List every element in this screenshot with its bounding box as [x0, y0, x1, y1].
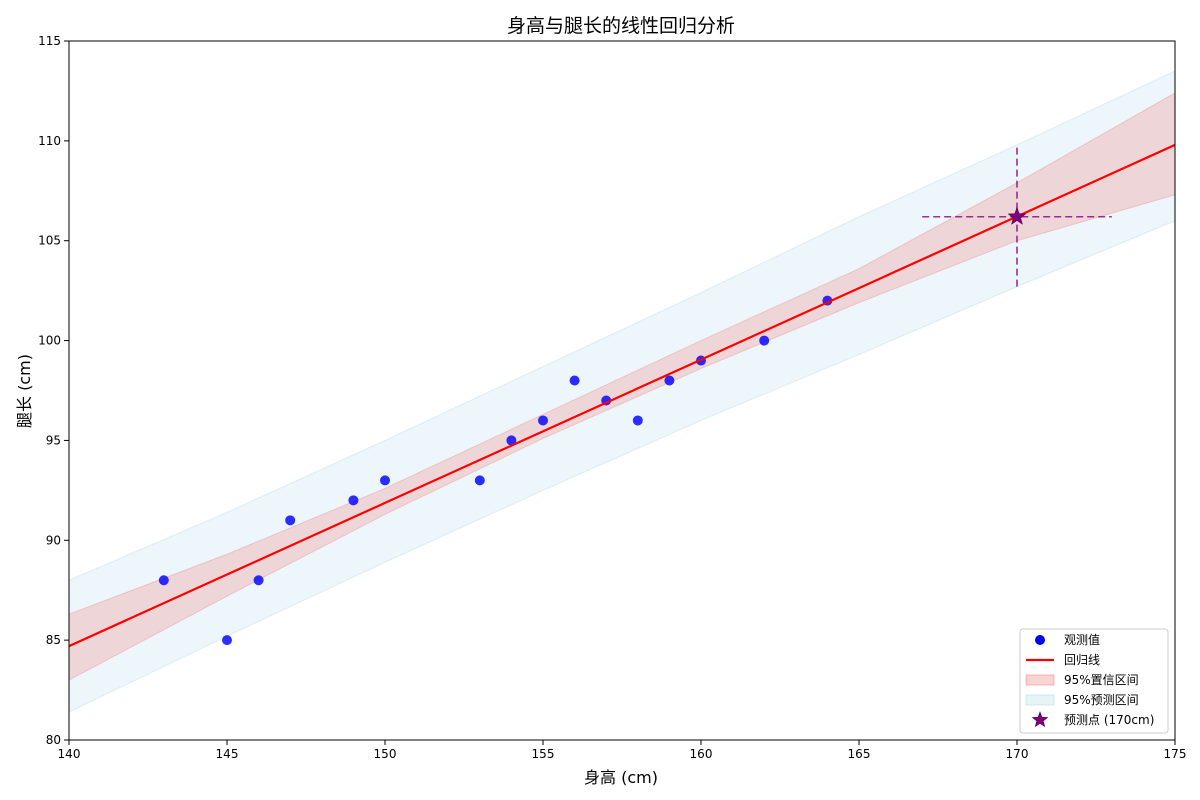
legend-swatch-predicted-point: [1031, 711, 1049, 728]
observed-point: [569, 375, 580, 386]
observed-point: [253, 575, 264, 586]
y-tick-label: 105: [38, 234, 61, 248]
chart-title: 身高与腿长的线性回归分析: [507, 15, 735, 37]
legend-entry-label: 95%置信区间: [1064, 673, 1139, 687]
legend-box: [1019, 628, 1169, 734]
y-tick-label: 100: [38, 334, 61, 348]
x-axis-label: 身高 (cm): [584, 768, 658, 787]
y-tick-label: 85: [46, 633, 61, 647]
observed-point: [632, 415, 643, 426]
y-tick-label: 110: [38, 134, 61, 148]
x-tick-label: 170: [1006, 747, 1029, 761]
x-tick-label: 155: [532, 747, 555, 761]
legend-swatch-observed: [1035, 635, 1045, 645]
y-axis-label: 腿长 (cm): [15, 354, 34, 428]
observed-point: [285, 515, 296, 526]
observed-point: [506, 435, 517, 446]
legend-entry-label: 回归线: [1064, 653, 1100, 667]
regression-line: [68, 143, 1176, 648]
ticks-layer: 140 145 150 155 160 165 170 175 80 85 90 95 100 105 11…: [38, 34, 1186, 761]
observed-point: [348, 495, 359, 506]
observed-point: [474, 475, 485, 486]
legend-entry-label: 观测值: [1064, 632, 1100, 647]
x-tick-label: 145: [216, 747, 239, 761]
x-tick-label: 165: [848, 747, 871, 761]
y-tick-label: 90: [46, 533, 61, 547]
marks-layer: [68, 143, 1176, 648]
observed-point: [222, 635, 232, 646]
x-tick-label: 160: [690, 747, 713, 761]
bands-layer: [68, 70, 1176, 713]
predicted-point-star: [1007, 206, 1027, 225]
y-tick-label: 115: [38, 34, 61, 48]
observed-point: [158, 575, 169, 586]
observed-point: [538, 415, 548, 426]
legend-swatch-prediction: [1025, 694, 1055, 706]
legend-swatch-confidence: [1025, 674, 1055, 686]
plot-frame: [68, 40, 1176, 741]
y-tick-label: 80: [46, 733, 61, 747]
observed-point: [664, 375, 675, 386]
observed-point: [759, 335, 770, 346]
legend-entry-label: 95%预测区间: [1064, 693, 1139, 707]
observed-point: [380, 475, 390, 486]
x-tick-label: 175: [1164, 747, 1187, 761]
x-tick-label: 140: [58, 747, 81, 761]
x-tick-label: 150: [374, 747, 397, 761]
legend-entry-label: 预测点 (170cm): [1064, 713, 1154, 727]
y-tick-label: 95: [46, 433, 61, 447]
